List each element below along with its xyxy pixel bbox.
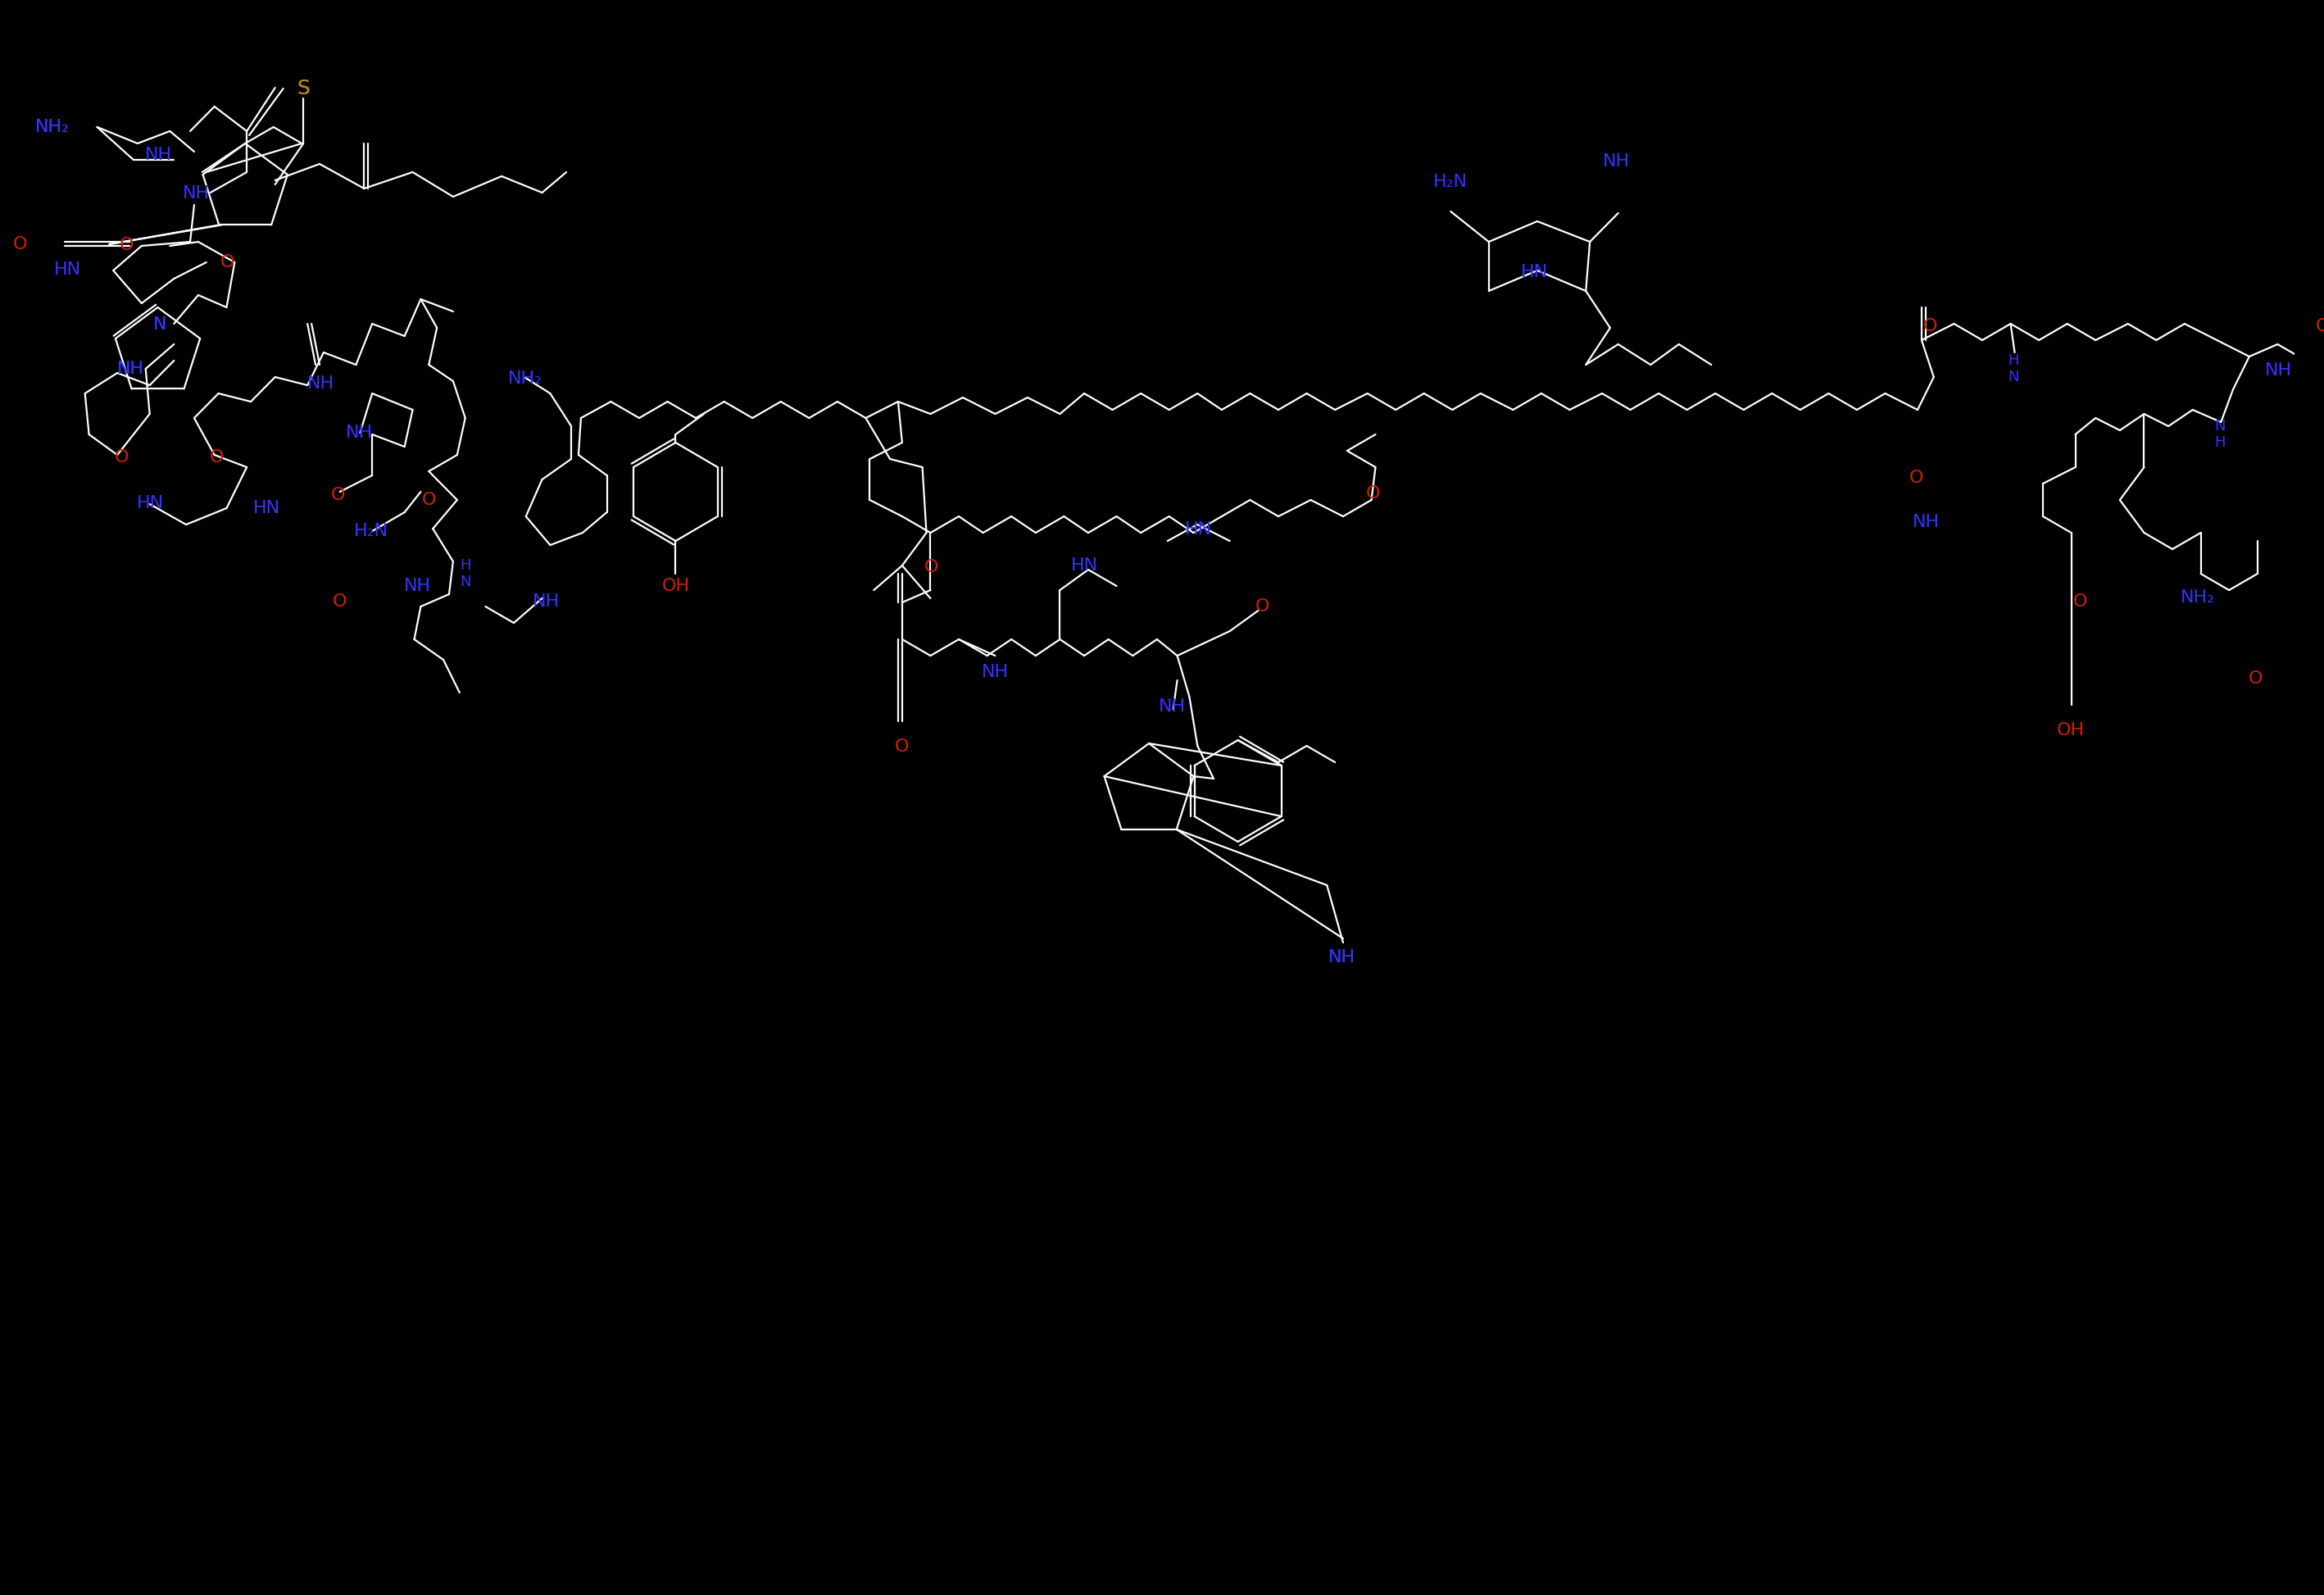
Text: N
H: N H [2215,418,2226,450]
Text: NH₂: NH₂ [35,120,70,136]
Text: O: O [925,558,939,576]
Text: HN: HN [53,262,81,278]
Text: O: O [2315,317,2324,335]
Text: HN: HN [1520,263,1548,281]
Text: H
N: H N [2008,352,2020,384]
Text: O: O [421,491,437,509]
Text: NH: NH [1913,514,1941,530]
Text: HN: HN [1071,557,1097,574]
Text: N: N [153,316,167,333]
Text: HN: HN [1185,522,1211,538]
Text: O: O [14,236,28,252]
Text: NH: NH [346,424,372,440]
Text: NH: NH [1327,949,1355,965]
Text: OH: OH [2057,723,2085,738]
Text: O: O [209,450,223,466]
Text: S: S [297,78,309,99]
Text: O: O [119,238,132,254]
Text: NH: NH [981,664,1009,681]
Text: O: O [114,450,128,466]
Text: H₂N: H₂N [353,523,388,539]
Text: N: N [153,316,167,333]
Text: HN: HN [137,494,165,512]
Text: NH: NH [1327,949,1355,965]
Text: NH: NH [307,375,335,392]
Text: O: O [332,593,346,609]
Text: NH: NH [1604,153,1629,169]
Text: O: O [221,254,235,271]
Text: S: S [297,78,309,99]
Text: NH₂: NH₂ [509,370,541,388]
Text: NH₂: NH₂ [35,120,70,136]
Text: O: O [1367,485,1380,501]
Text: O: O [1255,598,1269,614]
Text: NH: NH [532,593,560,609]
Text: NH: NH [1160,699,1185,715]
Text: O: O [2073,593,2087,609]
Text: OH: OH [662,577,690,595]
Text: O: O [895,738,909,754]
Text: O: O [2250,670,2264,687]
Text: NH: NH [2266,362,2291,378]
Text: NH: NH [144,147,172,163]
Text: NH: NH [116,360,144,376]
Text: O: O [1924,317,1938,335]
Text: NH: NH [404,577,430,595]
Text: O: O [1908,469,1924,486]
Text: HN: HN [253,499,281,517]
Text: H
N: H N [460,558,472,590]
Text: NH: NH [116,360,144,376]
Text: NH₂: NH₂ [2180,589,2215,606]
Text: NH: NH [184,185,209,201]
Text: H₂N: H₂N [1434,174,1469,190]
Text: O: O [330,486,346,504]
